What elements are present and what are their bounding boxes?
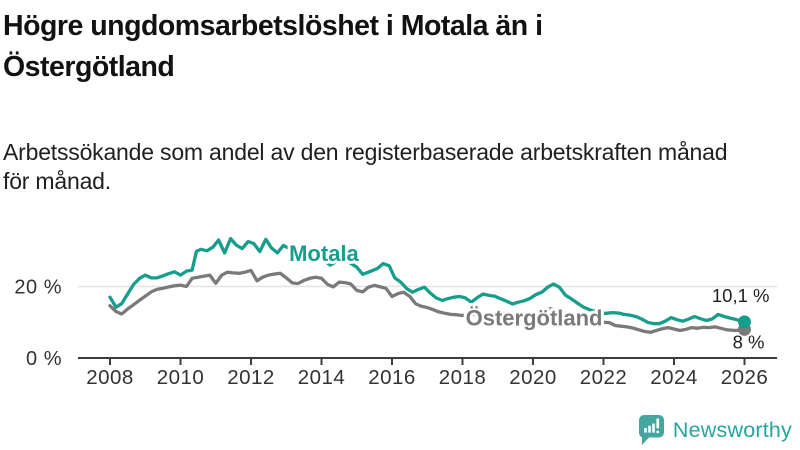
end-value-label-östergötland: 8 % xyxy=(733,331,765,352)
series-label-motala: Motala xyxy=(289,241,359,266)
title-line-2: Östergötland xyxy=(3,51,175,83)
series-line-motala xyxy=(108,236,747,326)
x-tick-label-2018: 2018 xyxy=(439,366,487,389)
y-tick-label-20: 20 % xyxy=(14,277,62,299)
x-tick-label-2020: 2020 xyxy=(509,366,557,389)
subtitle-line-1: Arbetssökande som andel av den registerb… xyxy=(3,139,728,165)
bar-chart-glyph xyxy=(644,417,660,433)
end-dot-motala xyxy=(738,315,751,329)
newsworthy-logo: Newsworthy xyxy=(638,413,792,447)
title-line-1: Högre ungdomsarbetslöshet i Motala än i xyxy=(3,10,543,42)
x-tick-label-2010: 2010 xyxy=(157,366,205,389)
x-tick-label-2012: 2012 xyxy=(227,366,275,389)
x-tick-label-2016: 2016 xyxy=(368,366,416,389)
x-tick-label-2022: 2022 xyxy=(580,366,628,389)
page-title: Högre ungdomsarbetslöshet i Motala än i … xyxy=(3,6,793,88)
x-tick-label-2026: 2026 xyxy=(721,366,769,389)
series-line-östergötland xyxy=(108,268,747,334)
y-tick-label-0: 0 % xyxy=(26,348,62,370)
x-tick-label-2014: 2014 xyxy=(298,366,346,389)
subtitle-line-2: för månad. xyxy=(3,167,111,194)
brand-name: Newsworthy xyxy=(672,417,792,442)
end-value-label-motala: 10,1 % xyxy=(712,285,770,306)
series-label-östergötland: Östergötland xyxy=(466,306,603,331)
x-tick-label-2008: 2008 xyxy=(86,366,134,389)
newsworthy-chart-bubble-icon xyxy=(638,414,664,445)
x-tick-label-2024: 2024 xyxy=(650,366,698,389)
page-subtitle: Arbetssökande som andel av den registerb… xyxy=(3,138,793,195)
